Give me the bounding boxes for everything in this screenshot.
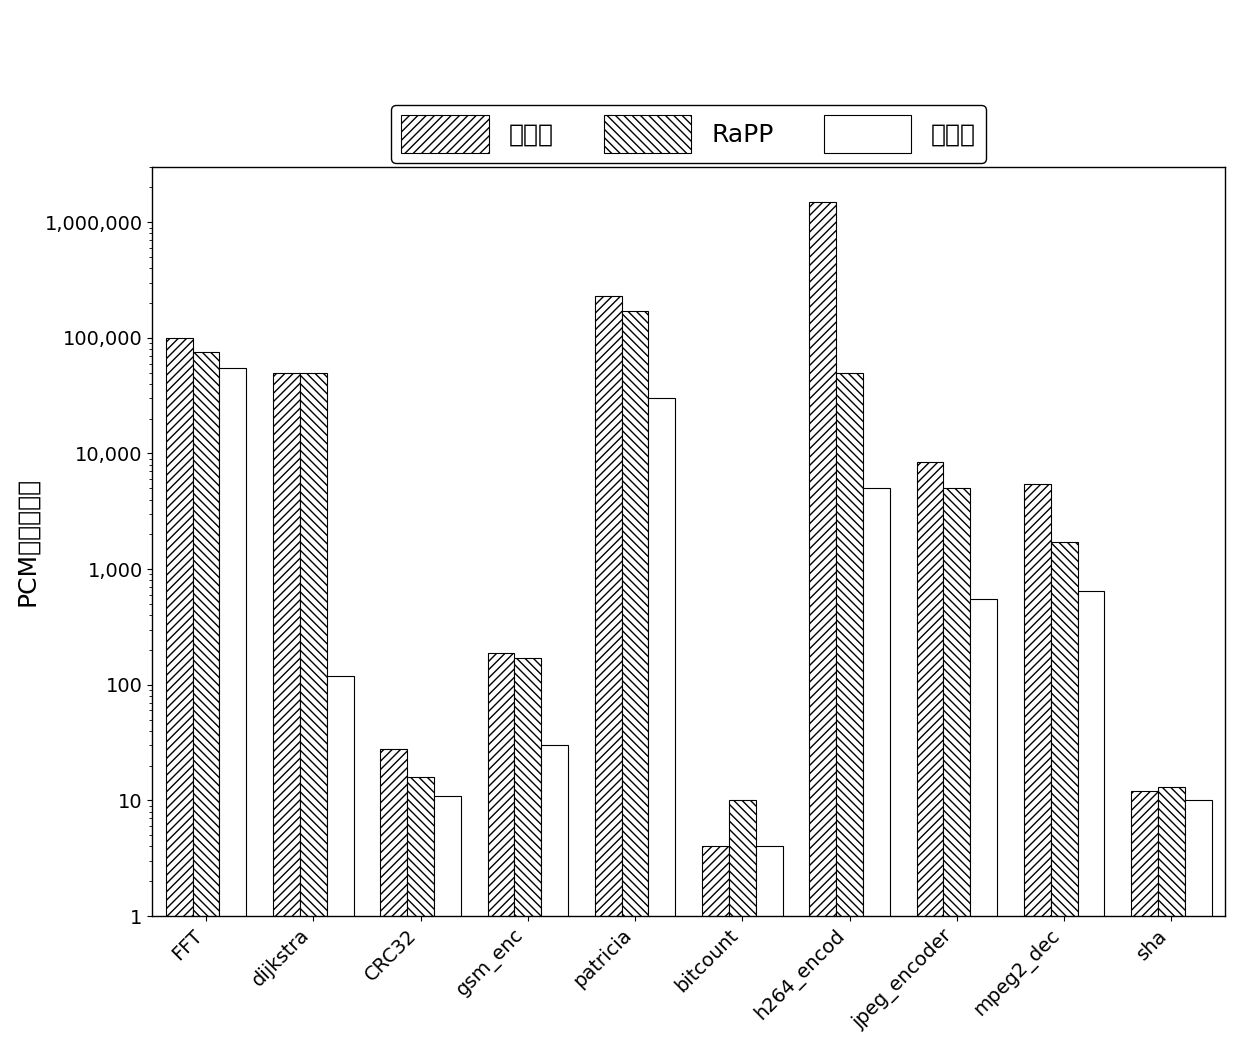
Bar [649,398,676,1048]
Bar [166,337,192,1048]
Bar [434,795,461,1048]
Bar [836,373,863,1048]
Bar [702,847,729,1048]
Bar [487,653,515,1048]
Bar [1184,801,1211,1048]
Bar [300,373,326,1048]
Bar [595,296,621,1048]
Bar [810,202,836,1048]
Bar [1131,791,1158,1048]
Y-axis label: PCM写操作数量: PCM写操作数量 [15,477,38,606]
Bar [1158,787,1184,1048]
Bar [219,368,247,1048]
Bar [1078,591,1105,1048]
Bar [515,658,541,1048]
Bar [916,462,944,1048]
Legend: 无算法, RaPP, 本发明: 无算法, RaPP, 本发明 [392,105,986,163]
Bar [970,599,997,1048]
Bar [729,801,755,1048]
Bar [755,847,782,1048]
Bar [1050,543,1078,1048]
Bar [944,488,970,1048]
Bar [326,676,353,1048]
Bar [621,311,649,1048]
Bar [273,373,300,1048]
Bar [863,488,890,1048]
Bar [407,777,434,1048]
Bar [192,352,219,1048]
Bar [541,745,568,1048]
Bar [1024,483,1050,1048]
Bar [381,748,407,1048]
